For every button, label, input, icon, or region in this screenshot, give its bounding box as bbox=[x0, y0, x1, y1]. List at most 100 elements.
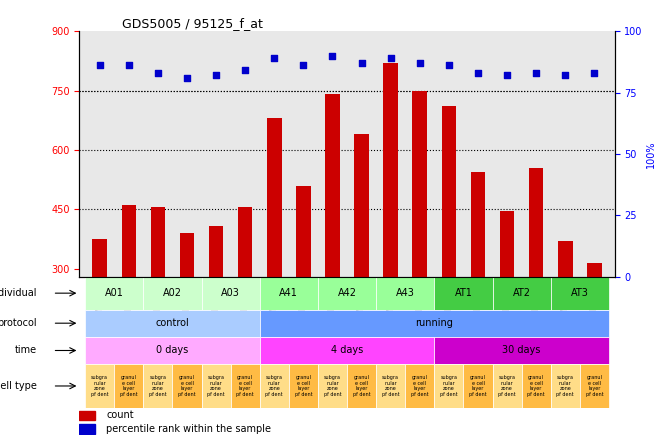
Point bbox=[124, 62, 134, 69]
Text: granul
e cell
layer
pf dent: granul e cell layer pf dent bbox=[178, 375, 196, 396]
FancyBboxPatch shape bbox=[463, 364, 492, 408]
Text: granul
e cell
layer
pf dent: granul e cell layer pf dent bbox=[527, 375, 545, 396]
Point bbox=[444, 62, 454, 69]
FancyBboxPatch shape bbox=[492, 277, 551, 309]
FancyBboxPatch shape bbox=[202, 277, 260, 309]
FancyBboxPatch shape bbox=[85, 277, 143, 309]
Bar bbox=[238, 207, 253, 277]
FancyBboxPatch shape bbox=[143, 364, 173, 408]
FancyBboxPatch shape bbox=[376, 364, 405, 408]
Point bbox=[473, 69, 483, 76]
FancyBboxPatch shape bbox=[551, 364, 580, 408]
Bar bbox=[267, 118, 282, 277]
Point bbox=[298, 62, 309, 69]
Bar bbox=[209, 226, 223, 277]
Text: subgra
nular
zone
pf dent: subgra nular zone pf dent bbox=[557, 375, 574, 396]
Text: 30 days: 30 days bbox=[502, 345, 541, 356]
Text: AT2: AT2 bbox=[513, 288, 531, 298]
Point bbox=[385, 55, 396, 62]
Text: cell type: cell type bbox=[0, 381, 36, 391]
Bar bbox=[500, 211, 514, 277]
FancyBboxPatch shape bbox=[202, 364, 231, 408]
Text: granul
e cell
layer
pf dent: granul e cell layer pf dent bbox=[469, 375, 486, 396]
Bar bbox=[122, 205, 136, 277]
Text: granul
e cell
layer
pf dent: granul e cell layer pf dent bbox=[120, 375, 137, 396]
Text: A01: A01 bbox=[105, 288, 124, 298]
Bar bbox=[383, 63, 398, 277]
Bar bbox=[93, 239, 107, 277]
FancyBboxPatch shape bbox=[85, 309, 260, 337]
Point bbox=[502, 72, 512, 79]
Text: AT3: AT3 bbox=[571, 288, 589, 298]
Text: subgra
nular
zone
pf dent: subgra nular zone pf dent bbox=[266, 375, 283, 396]
FancyBboxPatch shape bbox=[580, 364, 609, 408]
Text: AT1: AT1 bbox=[455, 288, 473, 298]
Text: A02: A02 bbox=[163, 288, 182, 298]
FancyBboxPatch shape bbox=[405, 364, 434, 408]
Bar bbox=[442, 107, 456, 277]
Point bbox=[153, 69, 163, 76]
Text: granul
e cell
layer
pf dent: granul e cell layer pf dent bbox=[411, 375, 428, 396]
Bar bbox=[79, 424, 95, 434]
Text: control: control bbox=[155, 318, 189, 328]
Point bbox=[95, 62, 105, 69]
Text: running: running bbox=[415, 318, 453, 328]
Bar bbox=[558, 241, 572, 277]
Text: subgra
nular
zone
pf dent: subgra nular zone pf dent bbox=[91, 375, 108, 396]
Bar bbox=[151, 207, 165, 277]
FancyBboxPatch shape bbox=[143, 277, 202, 309]
Bar bbox=[296, 186, 311, 277]
Point bbox=[589, 69, 600, 76]
FancyBboxPatch shape bbox=[347, 364, 376, 408]
FancyBboxPatch shape bbox=[492, 364, 522, 408]
Text: A03: A03 bbox=[221, 288, 240, 298]
Point bbox=[182, 74, 192, 81]
Point bbox=[240, 67, 251, 74]
FancyBboxPatch shape bbox=[522, 364, 551, 408]
Text: A41: A41 bbox=[280, 288, 298, 298]
Point bbox=[531, 69, 541, 76]
Text: subgra
nular
zone
pf dent: subgra nular zone pf dent bbox=[324, 375, 341, 396]
FancyBboxPatch shape bbox=[260, 277, 318, 309]
FancyBboxPatch shape bbox=[318, 364, 347, 408]
Text: count: count bbox=[106, 410, 134, 420]
FancyBboxPatch shape bbox=[114, 364, 143, 408]
Bar bbox=[325, 95, 340, 277]
Text: subgra
nular
zone
pf dent: subgra nular zone pf dent bbox=[440, 375, 457, 396]
Y-axis label: 100%: 100% bbox=[646, 140, 656, 168]
FancyBboxPatch shape bbox=[289, 364, 318, 408]
FancyBboxPatch shape bbox=[434, 337, 609, 364]
FancyBboxPatch shape bbox=[85, 337, 260, 364]
FancyBboxPatch shape bbox=[260, 309, 609, 337]
Point bbox=[327, 52, 338, 59]
Text: time: time bbox=[15, 345, 36, 356]
FancyBboxPatch shape bbox=[173, 364, 202, 408]
Point bbox=[560, 72, 570, 79]
FancyBboxPatch shape bbox=[260, 364, 289, 408]
Point bbox=[211, 72, 221, 79]
Bar bbox=[180, 233, 194, 277]
FancyBboxPatch shape bbox=[260, 337, 434, 364]
Bar bbox=[79, 411, 95, 420]
FancyBboxPatch shape bbox=[85, 364, 114, 408]
FancyBboxPatch shape bbox=[434, 277, 492, 309]
Text: subgra
nular
zone
pf dent: subgra nular zone pf dent bbox=[382, 375, 399, 396]
Point bbox=[269, 55, 280, 62]
Text: protocol: protocol bbox=[0, 318, 36, 328]
FancyBboxPatch shape bbox=[551, 277, 609, 309]
Text: subgra
nular
zone
pf dent: subgra nular zone pf dent bbox=[208, 375, 225, 396]
Text: granul
e cell
layer
pf dent: granul e cell layer pf dent bbox=[586, 375, 603, 396]
Point bbox=[356, 59, 367, 67]
FancyBboxPatch shape bbox=[231, 364, 260, 408]
Text: subgra
nular
zone
pf dent: subgra nular zone pf dent bbox=[149, 375, 167, 396]
Text: individual: individual bbox=[0, 288, 36, 298]
Text: percentile rank within the sample: percentile rank within the sample bbox=[106, 424, 271, 434]
Bar bbox=[587, 263, 602, 277]
Text: granul
e cell
layer
pf dent: granul e cell layer pf dent bbox=[295, 375, 312, 396]
Text: A43: A43 bbox=[396, 288, 414, 298]
Text: subgra
nular
zone
pf dent: subgra nular zone pf dent bbox=[498, 375, 516, 396]
Text: 0 days: 0 days bbox=[156, 345, 188, 356]
FancyBboxPatch shape bbox=[376, 277, 434, 309]
Bar bbox=[471, 172, 485, 277]
Text: granul
e cell
layer
pf dent: granul e cell layer pf dent bbox=[353, 375, 370, 396]
